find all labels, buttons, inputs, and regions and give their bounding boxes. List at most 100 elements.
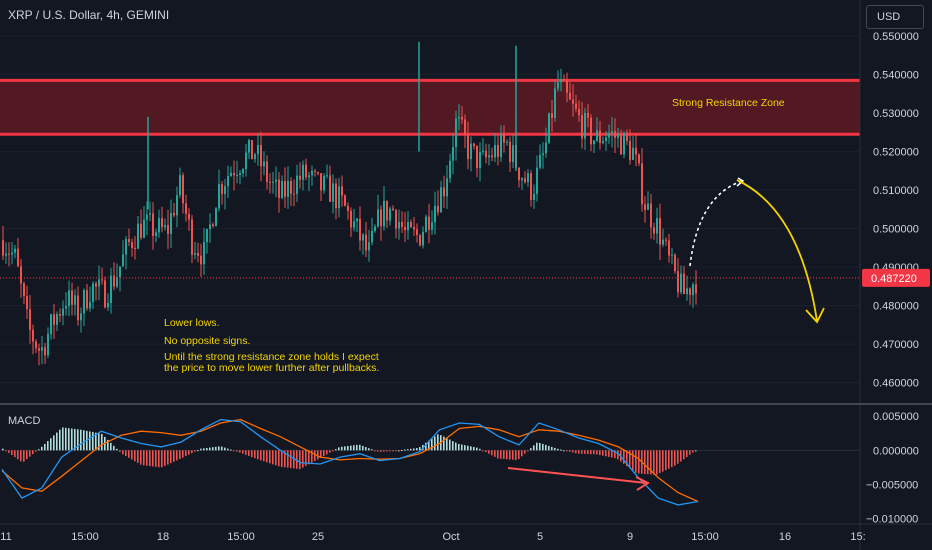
candle-body	[611, 131, 613, 133]
candle-body	[674, 254, 676, 272]
candle-body	[266, 161, 268, 182]
candle-body	[665, 239, 667, 241]
macd-histogram-bar	[11, 450, 13, 456]
macd-histogram-bar	[59, 429, 61, 451]
candle-body	[116, 277, 118, 287]
macd-histogram-bar	[203, 448, 205, 451]
candle-body	[260, 144, 262, 167]
time-tick-label: Oct	[442, 531, 459, 543]
candle-body	[83, 290, 85, 314]
candle-body	[512, 145, 514, 163]
candle-body	[593, 140, 595, 145]
candle-body	[503, 134, 505, 143]
candle-body	[158, 218, 160, 233]
candle-body	[170, 212, 172, 234]
macd-histogram-bar	[314, 450, 316, 462]
macd-histogram-bar	[611, 450, 613, 458]
macd-histogram-bar	[125, 450, 127, 457]
candle-body	[575, 103, 577, 110]
candle-body	[482, 150, 484, 152]
macd-histogram-bar	[20, 450, 22, 462]
candle-body	[53, 314, 55, 325]
currency-button[interactable]: USD	[866, 5, 924, 29]
candle-body	[263, 161, 265, 167]
macd-histogram-bar	[2, 448, 4, 451]
candle-body	[329, 175, 331, 202]
macd-histogram-bar	[629, 450, 631, 469]
price-tick-label: 0.520000	[873, 147, 919, 159]
macd-histogram-bar	[578, 450, 580, 454]
candle-body	[152, 213, 154, 237]
candle-body	[5, 253, 7, 256]
price-tick-label: 0.550000	[873, 31, 919, 43]
macd-histogram-bar	[689, 450, 691, 455]
candle-body	[371, 230, 373, 243]
candle-body	[269, 181, 271, 183]
candle-body	[578, 109, 580, 116]
candle-body	[563, 79, 565, 81]
candle-body	[458, 116, 460, 119]
macd-histogram-bar	[209, 447, 211, 451]
candle-body	[443, 187, 445, 197]
candle-body	[392, 208, 394, 211]
candle-body	[695, 284, 697, 294]
candle-body	[452, 147, 454, 161]
candle-body	[59, 313, 61, 316]
annotations	[689, 177, 825, 324]
macd-histogram-bar	[83, 430, 85, 451]
macd-histogram-bar	[191, 450, 193, 454]
macd-histogram-bar	[662, 450, 664, 472]
candle-body	[644, 204, 646, 210]
macd-histogram-bar	[632, 450, 634, 471]
candle-body	[662, 239, 664, 245]
macd-histogram-bar	[143, 450, 145, 466]
candle-body	[533, 193, 535, 200]
candle-body	[164, 224, 166, 228]
candle-body	[179, 175, 181, 196]
projection-arrowhead	[805, 307, 825, 324]
macd-histogram-bar	[617, 450, 619, 460]
candle-body	[653, 227, 655, 234]
macd-histogram-bar	[62, 427, 64, 451]
pullback-arrowhead	[736, 177, 745, 187]
macd-histogram-bar	[242, 450, 244, 454]
time-tick-label: 16	[779, 531, 791, 543]
macd-histogram-bar	[356, 444, 358, 451]
macd-histogram-bar	[362, 445, 364, 451]
macd-histogram-bar	[386, 450, 388, 452]
macd-line	[1, 418, 699, 506]
macd-histogram-bar	[329, 450, 331, 453]
candle-body	[473, 143, 475, 146]
candle-body	[38, 348, 40, 351]
macd-histogram-bar	[338, 447, 340, 451]
candle-body	[572, 99, 574, 104]
candle-body	[56, 313, 58, 325]
candle-body	[431, 222, 433, 230]
macd-histogram-bar	[671, 450, 673, 468]
macd-histogram-bar	[29, 450, 31, 457]
macd-histogram-bar	[233, 450, 235, 452]
candle-body	[560, 79, 562, 83]
candle-body	[617, 134, 619, 138]
macd-histogram-bar	[65, 427, 67, 451]
candle-body	[101, 279, 103, 281]
candle-body	[485, 150, 487, 158]
macd-histogram-bar	[614, 450, 616, 459]
macd-histogram-bar	[383, 450, 385, 452]
macd-histogram-bar	[437, 434, 439, 451]
candle-body	[491, 155, 493, 158]
macd-histogram-bar	[182, 450, 184, 458]
candle-body	[218, 184, 220, 209]
candle-body	[254, 154, 256, 160]
macd-histogram-bar	[179, 450, 181, 460]
candle-body	[401, 221, 403, 228]
divergence-arrowhead	[635, 476, 651, 491]
macd-histogram-bar	[53, 435, 55, 451]
macd-histogram-bar	[254, 450, 256, 459]
macd-histogram-bar	[494, 450, 496, 457]
macd-histogram-bar	[521, 450, 523, 457]
macd-histogram-bar	[272, 450, 274, 465]
candle-body	[536, 167, 538, 194]
